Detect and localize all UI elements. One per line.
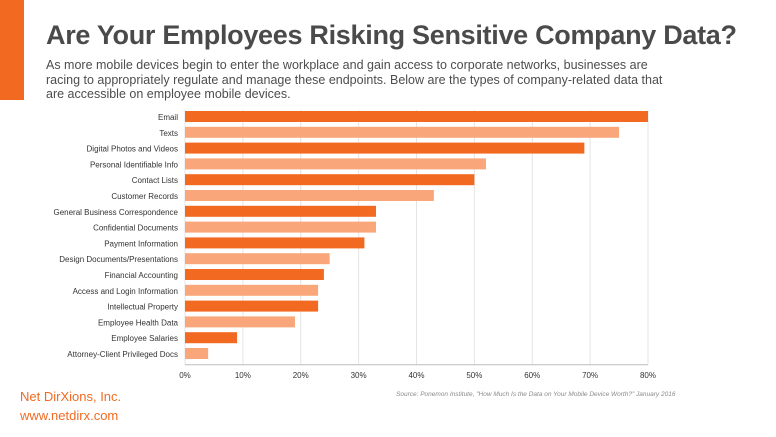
category-label: Digital Photos and Videos <box>87 145 178 154</box>
x-tick-label: 10% <box>235 371 251 380</box>
bar <box>185 205 376 217</box>
footer-company: Net DirXions, Inc. <box>20 389 122 404</box>
category-label: Employee Health Data <box>98 318 179 327</box>
bar <box>185 190 434 201</box>
category-label: General Business Correspondence <box>53 208 178 217</box>
category-label: Confidential Documents <box>93 224 178 233</box>
bar <box>185 158 486 170</box>
bar <box>185 316 295 328</box>
category-label: Customer Records <box>111 192 178 201</box>
category-label: Access and Login Information <box>73 287 178 296</box>
category-label: Texts <box>159 129 178 138</box>
category-label: Employee Salaries <box>111 334 178 343</box>
bar <box>185 269 324 280</box>
bar <box>185 253 330 265</box>
bar <box>185 142 585 154</box>
category-label: Financial Accounting <box>105 271 178 280</box>
page-subtitle: As more mobile devices begin to enter th… <box>46 58 663 101</box>
accent-bar <box>0 0 24 100</box>
x-tick-label: 20% <box>293 371 309 380</box>
category-label: Personal Identifiable Info <box>90 160 179 169</box>
bar <box>185 237 365 249</box>
x-tick-label: 0% <box>179 371 191 380</box>
bar <box>185 332 238 344</box>
x-tick-label: 30% <box>351 371 367 380</box>
source-note: Source: Ponemon Institute, "How Much Is … <box>396 391 676 398</box>
footer-url: www.netdirx.com <box>20 408 119 423</box>
x-tick-label: 40% <box>408 371 424 380</box>
bar <box>185 300 319 312</box>
bar <box>185 284 319 296</box>
category-label: Payment Information <box>104 239 178 248</box>
category-label: Attorney-Client Privileged Docs <box>67 350 178 359</box>
x-tick-label: 60% <box>524 371 540 380</box>
x-tick-label: 80% <box>640 371 656 380</box>
x-tick-label: 70% <box>582 371 598 380</box>
x-tick-label: 50% <box>466 371 482 380</box>
category-label: Contact Lists <box>132 176 178 185</box>
page-title: Are Your Employees Risking Sensitive Com… <box>46 20 737 50</box>
bar <box>185 348 209 359</box>
bar <box>185 174 475 186</box>
category-label: Design Documents/Presentations <box>59 255 178 264</box>
category-label: Email <box>158 113 178 122</box>
bar <box>185 126 620 138</box>
bar <box>185 111 648 122</box>
category-label: Intellectual Property <box>107 303 178 312</box>
bar <box>185 221 376 233</box>
